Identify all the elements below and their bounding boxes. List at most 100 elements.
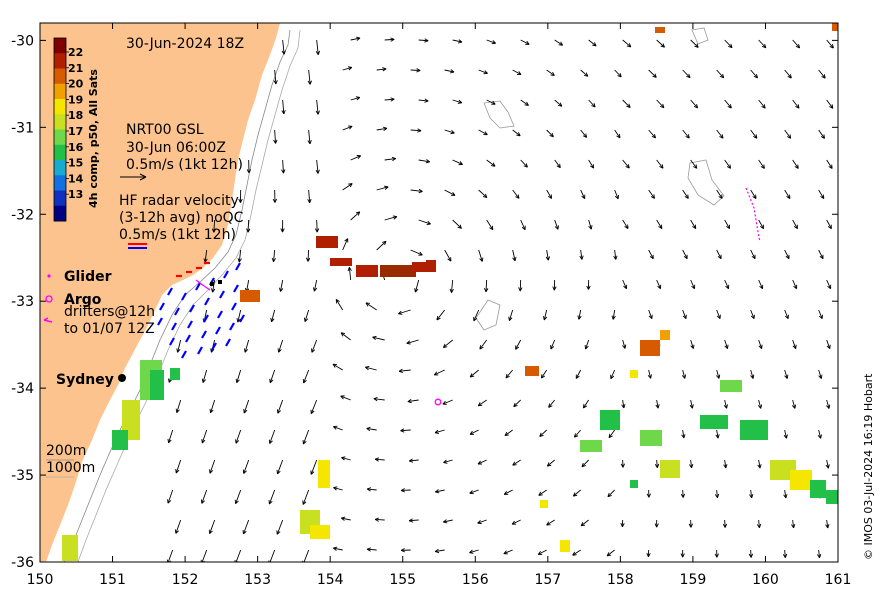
current-vector xyxy=(303,369,310,384)
current-vector-head xyxy=(400,548,405,553)
current-vector-head xyxy=(620,463,625,468)
current-vector xyxy=(303,549,310,562)
current-vector-head xyxy=(549,132,554,138)
current-vector-head xyxy=(608,433,613,439)
current-vector xyxy=(750,309,755,319)
current-vector xyxy=(269,429,276,444)
current-vector-head xyxy=(545,256,550,261)
current-vector xyxy=(469,489,479,494)
colorbar-tick-label: 18 xyxy=(68,109,83,122)
sst-pixel xyxy=(810,480,826,498)
current-vector-head xyxy=(511,520,517,525)
colorbar-tick-label: 16 xyxy=(68,141,84,154)
current-vector xyxy=(243,459,250,474)
current-vector xyxy=(826,99,834,109)
current-vector-head xyxy=(690,344,695,349)
current-vector xyxy=(342,238,349,251)
y-tick-label: -31 xyxy=(11,120,34,136)
current-vector-head xyxy=(756,523,762,528)
current-vector-head xyxy=(647,374,652,379)
current-vector-head xyxy=(610,374,615,380)
current-vector xyxy=(384,158,396,161)
current-vector xyxy=(442,399,453,405)
sst-pixel xyxy=(150,370,164,400)
colorbar-tick-label: 20 xyxy=(68,78,84,91)
current-vector-head xyxy=(660,103,665,109)
radar-vector xyxy=(181,292,187,301)
current-vector-head xyxy=(518,287,523,292)
current-vector xyxy=(384,38,395,41)
argo-marker xyxy=(45,295,53,303)
current-vector xyxy=(758,339,763,349)
current-vector xyxy=(656,39,665,48)
current-vector xyxy=(724,399,728,409)
current-vector-head xyxy=(714,553,719,558)
current-vector-head xyxy=(450,129,455,135)
current-vector-head xyxy=(537,551,543,555)
y-tick-label: -30 xyxy=(11,33,34,49)
current-vector xyxy=(818,129,825,139)
sst-pixel xyxy=(700,415,728,429)
current-vector-head xyxy=(783,434,788,439)
current-vector xyxy=(167,549,174,562)
current-vector-head xyxy=(682,314,687,320)
current-vector xyxy=(244,339,250,353)
current-vector xyxy=(477,519,487,524)
radar-vector xyxy=(215,326,221,335)
current-vector xyxy=(648,309,653,319)
current-vector xyxy=(276,519,284,535)
current-vector-head xyxy=(626,103,631,108)
current-vector-head xyxy=(517,71,522,76)
current-vector-head xyxy=(242,469,247,474)
current-vector-head xyxy=(311,348,316,353)
current-vector-head xyxy=(688,523,693,528)
current-vector-head xyxy=(347,66,353,71)
current-vector-head xyxy=(366,487,372,492)
current-vector xyxy=(622,219,629,229)
current-vector-head xyxy=(820,134,825,139)
current-vector xyxy=(682,69,691,78)
current-vector xyxy=(237,309,242,323)
current-vector xyxy=(826,279,832,289)
current-vector-head xyxy=(760,164,765,169)
current-vector xyxy=(443,519,453,523)
current-vector-head xyxy=(722,523,728,528)
current-vector-head xyxy=(479,257,484,262)
current-vector xyxy=(622,159,630,169)
current-vector xyxy=(418,39,429,42)
current-vector xyxy=(175,459,182,474)
current-vector xyxy=(508,309,514,321)
current-vector-head xyxy=(786,194,791,199)
current-vector-head xyxy=(310,470,315,475)
sst-pixel xyxy=(540,500,548,508)
current-vector xyxy=(176,399,182,413)
current-vector-head xyxy=(276,530,281,535)
current-vector-head xyxy=(652,73,657,78)
current-vector xyxy=(554,99,563,107)
current-vector xyxy=(410,129,422,132)
current-vector-head xyxy=(307,80,312,85)
current-vector xyxy=(826,339,831,349)
current-vector xyxy=(335,299,344,311)
current-vector-head xyxy=(826,404,831,409)
seamount-contour xyxy=(687,159,725,206)
current-vector-head xyxy=(758,344,763,349)
current-vector-head xyxy=(827,284,832,290)
current-vector xyxy=(758,99,766,109)
current-vector xyxy=(398,369,411,372)
current-vector-head xyxy=(408,518,414,523)
current-vector-head xyxy=(482,193,488,199)
current-vector-head xyxy=(716,314,721,320)
land-mass xyxy=(40,23,280,562)
current-vector xyxy=(503,489,513,495)
current-vector-head xyxy=(592,42,597,47)
current-vector xyxy=(792,519,795,528)
current-vector xyxy=(365,302,377,311)
current-vector xyxy=(443,339,453,348)
drifter-track xyxy=(745,187,761,243)
sst-pixel xyxy=(640,430,662,446)
current-vector xyxy=(826,399,830,409)
current-vector-head xyxy=(356,36,361,41)
current-vector-head xyxy=(417,128,422,133)
sst-pixel xyxy=(356,265,378,277)
